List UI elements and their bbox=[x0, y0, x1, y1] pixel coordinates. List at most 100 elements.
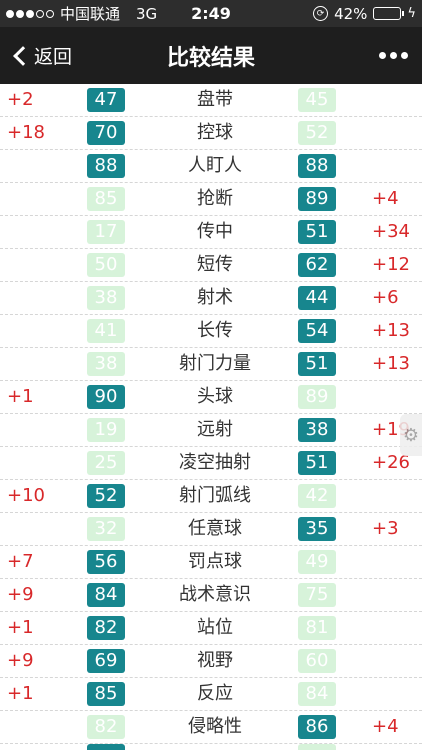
attribute-label: 抢断 bbox=[197, 188, 233, 209]
carrier-label: 中国联通 bbox=[60, 5, 121, 23]
left-diff: +18 bbox=[7, 122, 45, 143]
left-value-badge: 38 bbox=[87, 286, 125, 310]
attribute-label: 头球 bbox=[197, 386, 233, 407]
lock-rotation-icon: ⟳ bbox=[313, 6, 329, 21]
left-value-badge: 56 bbox=[87, 550, 125, 574]
left-value-badge: 84 bbox=[87, 583, 125, 607]
comparison-row: 25 凌空抽射 51 +26 bbox=[0, 447, 422, 480]
back-label: 返回 bbox=[34, 46, 73, 68]
right-value-badge: 51 bbox=[298, 220, 336, 244]
comparison-row: +18 70 控球 52 bbox=[0, 117, 422, 150]
signal-dots-icon bbox=[6, 9, 54, 18]
right-diff: +26 bbox=[372, 452, 410, 473]
network-label: 3G bbox=[136, 4, 158, 23]
right-value-badge: 60 bbox=[298, 649, 336, 673]
status-left: 中国联通 3G bbox=[6, 3, 313, 24]
left-value-badge: 70 bbox=[87, 121, 125, 145]
left-diff: +1 bbox=[7, 683, 34, 704]
attribute-label: 远射 bbox=[197, 419, 233, 440]
attribute-label: 视野 bbox=[197, 650, 233, 671]
right-value-badge: 51 bbox=[298, 451, 336, 475]
left-value-badge: 85 bbox=[87, 187, 125, 211]
left-value-badge: 47 bbox=[87, 88, 125, 112]
right-diff: +4 bbox=[372, 188, 399, 209]
left-value-badge: 38 bbox=[87, 352, 125, 376]
right-value-badge: 35 bbox=[298, 517, 336, 541]
comparison-row: 41 长传 54 +13 bbox=[0, 315, 422, 348]
gear-icon[interactable]: ⚙ bbox=[400, 414, 422, 456]
right-diff: +34 bbox=[372, 221, 410, 242]
left-value-badge: 17 bbox=[87, 220, 125, 244]
left-value-badge: 52 bbox=[87, 484, 125, 508]
nav-bar: 返回 比较结果 bbox=[0, 27, 422, 84]
comparison-row: +1 82 站位 81 bbox=[0, 612, 422, 645]
back-button[interactable]: 返回 bbox=[0, 27, 72, 84]
attribute-label: 射门力量 bbox=[179, 353, 251, 374]
left-diff: +1 bbox=[7, 617, 34, 638]
attribute-label: 反应 bbox=[197, 683, 233, 704]
right-diff: +13 bbox=[372, 320, 410, 341]
right-diff: +13 bbox=[372, 353, 410, 374]
attribute-label: 站位 bbox=[197, 617, 233, 638]
comparison-row: 17 传中 51 +34 bbox=[0, 216, 422, 249]
right-diff: +6 bbox=[372, 287, 399, 308]
comparison-row: 85 抢断 89 +4 bbox=[0, 183, 422, 216]
attribute-label: 战术意识 bbox=[179, 584, 251, 605]
left-value-badge: 41 bbox=[87, 319, 125, 343]
attribute-label: 射术 bbox=[197, 287, 233, 308]
left-value-badge: 25 bbox=[87, 451, 125, 475]
left-diff: +1 bbox=[7, 386, 34, 407]
right-value-badge: 44 bbox=[298, 286, 336, 310]
attribute-label: 短传 bbox=[197, 254, 233, 275]
attribute-label: 控球 bbox=[197, 122, 233, 143]
battery-percent: 42% bbox=[334, 4, 368, 23]
attribute-label: 传中 bbox=[197, 221, 233, 242]
comparison-row: 82 侵略性 86 +4 bbox=[0, 711, 422, 744]
charging-icon: ϟ bbox=[407, 6, 416, 21]
attribute-label: 人盯人 bbox=[188, 155, 242, 176]
status-bar: 中国联通 3G 2:49 ⟳ 42% ϟ bbox=[0, 0, 422, 27]
left-value-badge: 88 bbox=[87, 154, 125, 178]
right-diff: +3 bbox=[372, 518, 399, 539]
comparison-row: +1 85 反应 84 bbox=[0, 678, 422, 711]
left-value-badge: 19 bbox=[87, 418, 125, 442]
right-value-badge: 62 bbox=[298, 253, 336, 277]
right-value-badge: 52 bbox=[298, 121, 336, 145]
right-value-badge: 42 bbox=[298, 484, 336, 508]
right-value-badge: 75 bbox=[298, 583, 336, 607]
right-value-badge: 89 bbox=[298, 385, 336, 409]
left-value-badge: 85 bbox=[87, 682, 125, 706]
chevron-left-icon bbox=[13, 45, 33, 66]
right-value-badge: 84 bbox=[298, 682, 336, 706]
attribute-label: 盘带 bbox=[197, 89, 233, 110]
right-value-badge: 89 bbox=[298, 187, 336, 211]
left-diff: +7 bbox=[7, 551, 34, 572]
right-value-badge: 86 bbox=[298, 715, 336, 739]
left-value-badge: 50 bbox=[87, 253, 125, 277]
left-value-badge: 69 bbox=[87, 649, 125, 673]
right-value-badge: 45 bbox=[298, 88, 336, 112]
comparison-row: 19 远射 38 +19 bbox=[0, 414, 422, 447]
comparison-row: 38 射术 44 +6 bbox=[0, 282, 422, 315]
more-dots-icon[interactable] bbox=[379, 27, 408, 84]
comparison-row: +2 47 盘带 45 bbox=[0, 84, 422, 117]
status-right: ⟳ 42% ϟ bbox=[313, 5, 416, 23]
left-diff: +10 bbox=[7, 485, 45, 506]
comparison-row: +1 90 头球 89 bbox=[0, 381, 422, 414]
comparison-row: 38 射门力量 51 +13 bbox=[0, 348, 422, 381]
comparison-row: +9 84 战术意识 75 bbox=[0, 579, 422, 612]
comparison-row: +10 52 射门弧线 42 bbox=[0, 480, 422, 513]
attribute-label: 侵略性 bbox=[188, 716, 242, 737]
right-value-badge: 54 bbox=[298, 319, 336, 343]
left-value-badge: 90 bbox=[87, 385, 125, 409]
right-value-badge: 81 bbox=[298, 616, 336, 640]
next-row-partial bbox=[0, 744, 422, 750]
comparison-list: +2 47 盘带 45 +18 70 控球 52 88 人盯人 88 85 抢断 89 +4 17 传中 51 +3… bbox=[0, 84, 422, 744]
left-value-badge: 82 bbox=[87, 715, 125, 739]
right-value-badge: 51 bbox=[298, 352, 336, 376]
comparison-row: 32 任意球 35 +3 bbox=[0, 513, 422, 546]
left-diff: +9 bbox=[7, 584, 34, 605]
comparison-row: 88 人盯人 88 bbox=[0, 150, 422, 183]
right-value-badge: 38 bbox=[298, 418, 336, 442]
comparison-row: 50 短传 62 +12 bbox=[0, 249, 422, 282]
